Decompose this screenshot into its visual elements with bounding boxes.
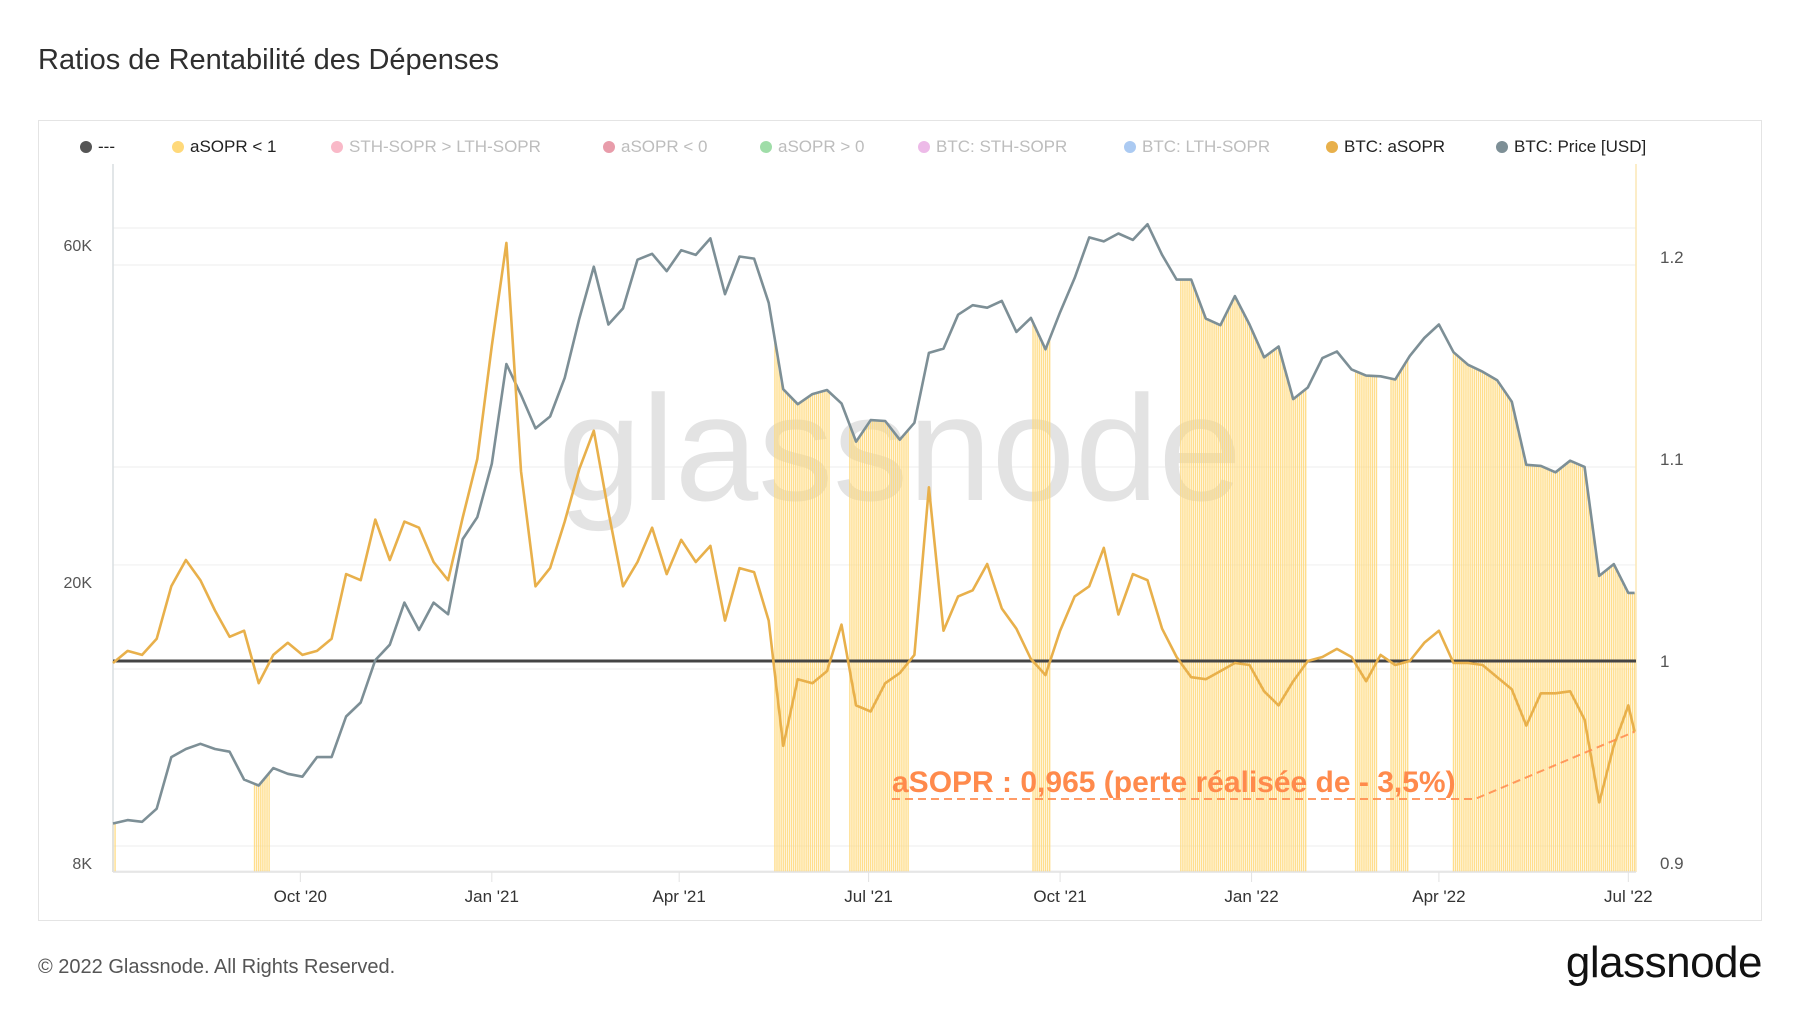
legend-label: BTC: Price [USD] [1514, 137, 1647, 156]
x-tick-label: Apr '22 [1412, 887, 1465, 906]
legend-label: STH-SOPR > LTH-SOPR [349, 137, 541, 156]
legend-dot-icon [918, 141, 930, 153]
y-right-tick-label: 1 [1660, 652, 1669, 671]
axis-ticks: 60K 20K 8K 1.2 1.1 1 0.9 Oct '20 Jan '21 Apr '21 J… [64, 238, 1684, 906]
x-tick-label: Jul '21 [844, 887, 893, 906]
chart-frame [38, 120, 1762, 921]
y-right-tick-label: 0.9 [1660, 854, 1684, 873]
y-right-tick-label: 1.2 [1660, 248, 1684, 267]
legend-label: BTC: LTH-SOPR [1142, 137, 1271, 156]
x-tick-label: Jul '22 [1604, 887, 1653, 906]
legend-item[interactable]: aSOPR > 0 [760, 137, 864, 157]
y-left-tick-label: 8K [72, 856, 92, 873]
x-tick-label: Oct '20 [274, 887, 327, 906]
y-left-tick-label: 60K [64, 238, 93, 255]
price-line [112, 222, 1635, 825]
annotation-text: aSOPR : 0,965 (perte réalisée de - 3,5%) [892, 766, 1456, 799]
legend-label: aSOPR < 0 [621, 137, 708, 156]
legend-item[interactable]: BTC: Price [USD] [1496, 137, 1646, 157]
legend-item[interactable]: --- [80, 137, 115, 157]
legend-item[interactable]: aSOPR < 0 [603, 137, 707, 157]
legend-item[interactable]: aSOPR < 1 [172, 137, 276, 157]
x-tick-label: Oct '21 [1033, 887, 1086, 906]
x-tick-label: Jan '21 [465, 887, 519, 906]
asopr-line [112, 241, 1636, 804]
legend-dot-icon [760, 141, 772, 153]
y-left-tick-label: 20K [64, 575, 93, 592]
legend-label: aSOPR > 0 [778, 137, 865, 156]
legend-dot-icon [603, 141, 615, 153]
legend-label: BTC: STH-SOPR [936, 137, 1068, 156]
copyright: © 2022 Glassnode. All Rights Reserved. [38, 956, 396, 978]
legend-label: --- [98, 137, 115, 156]
legend-item[interactable]: STH-SOPR > LTH-SOPR [331, 137, 541, 157]
x-tick-label: Apr '21 [652, 887, 705, 906]
legend-dot-icon [1326, 141, 1338, 153]
legend-dot-icon [1496, 141, 1508, 153]
annotation: aSOPR : 0,965 (perte réalisée de - 3,5%) [892, 730, 1635, 800]
legend-dot-icon [80, 141, 92, 153]
legend-item[interactable]: BTC: STH-SOPR [918, 137, 1067, 157]
legend-label: BTC: aSOPR [1344, 137, 1446, 156]
legend-dot-icon [331, 141, 343, 153]
legend-dot-icon [1124, 141, 1136, 153]
legend: --- aSOPR < 1 STH-SOPR > LTH-SOPR aSOPR < 0… [0, 137, 1800, 161]
legend-label: aSOPR < 1 [190, 137, 277, 156]
y-right-tick-label: 1.1 [1660, 450, 1684, 469]
legend-dot-icon [172, 141, 184, 153]
legend-item[interactable]: BTC: aSOPR [1326, 137, 1445, 157]
x-tick-label: Jan '22 [1224, 887, 1278, 906]
glassnode-logo[interactable]: glassnode [1565, 938, 1763, 987]
page-title: Ratios de Rentabilité des Dépenses [38, 44, 500, 76]
legend-item[interactable]: BTC: LTH-SOPR [1124, 137, 1270, 157]
loss-shading [112, 279, 1636, 872]
